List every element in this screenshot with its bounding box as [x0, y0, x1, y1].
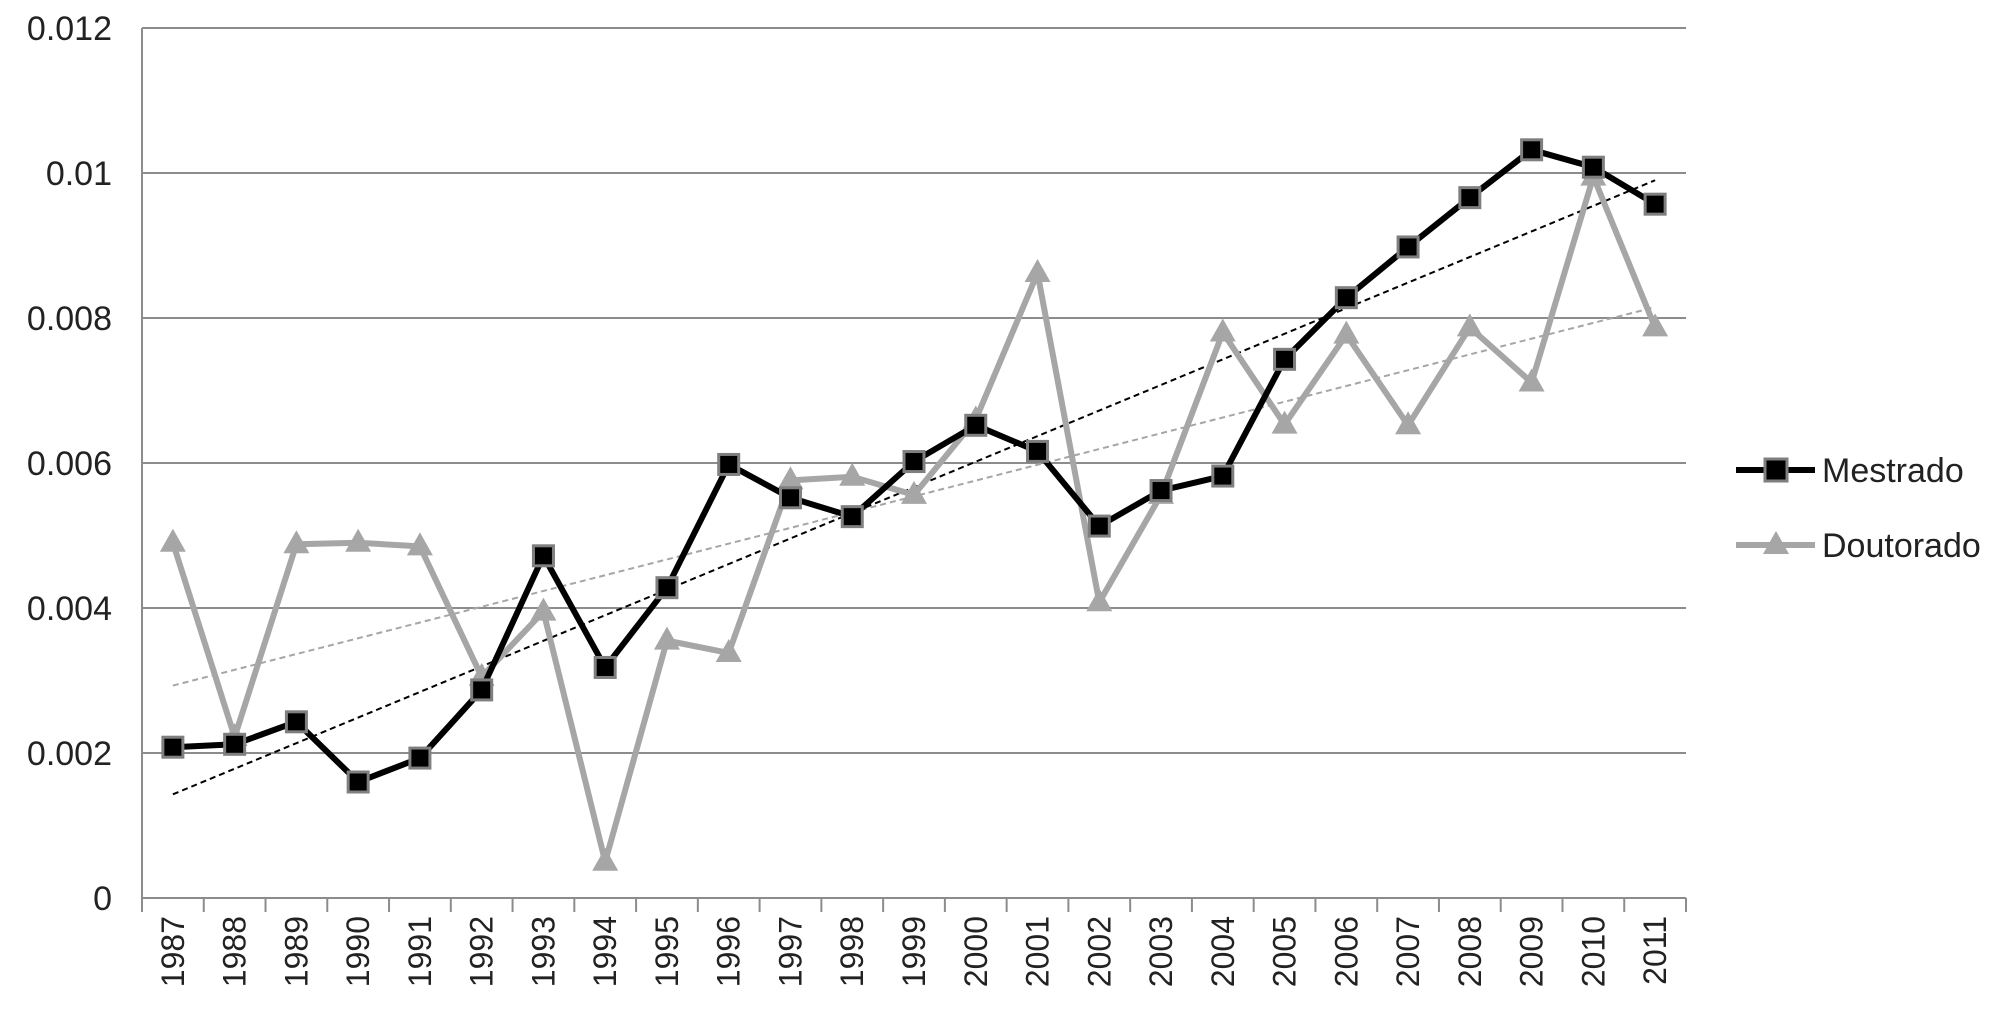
- data-point-doutorado: [406, 532, 433, 556]
- data-point-doutorado: [1333, 320, 1360, 344]
- data-point-doutorado: [715, 638, 742, 662]
- x-tick-label: 2003: [1143, 916, 1179, 987]
- data-point-doutorado: [777, 466, 804, 490]
- data-point-doutorado: [530, 597, 557, 621]
- x-tick-label: 2007: [1390, 916, 1426, 987]
- y-tick-label: 0.004: [27, 590, 112, 628]
- data-point-doutorado: [1642, 313, 1669, 337]
- data-point-doutorado: [1271, 410, 1298, 434]
- x-tick-label: 1995: [649, 916, 685, 987]
- data-point-doutorado: [1456, 313, 1483, 337]
- data-point-doutorado: [901, 480, 927, 504]
- data-point-mestrado: [655, 576, 679, 600]
- data-point-doutorado: [1395, 411, 1422, 435]
- legend-label-doutorado: Doutorado: [1822, 527, 1981, 565]
- data-point-mestrado: [840, 505, 864, 529]
- data-point-mestrado: [284, 710, 308, 734]
- x-tick-label: 1994: [587, 916, 623, 987]
- data-point-doutorado: [1024, 259, 1051, 283]
- legend-marker-mestrado: [1763, 457, 1789, 483]
- data-point-doutorado: [839, 462, 866, 486]
- x-tick-label: 2008: [1452, 916, 1488, 987]
- data-point-mestrado: [531, 544, 555, 568]
- data-point-mestrado: [1520, 138, 1544, 162]
- legend: Mestrado Doutorado: [1736, 452, 1981, 565]
- data-point-mestrado: [161, 735, 185, 759]
- data-point-doutorado: [592, 847, 619, 871]
- x-tick-label: 1999: [896, 916, 932, 987]
- data-point-doutorado: [283, 530, 310, 554]
- data-point-mestrado: [1273, 347, 1297, 371]
- data-point-mestrado: [1149, 479, 1173, 503]
- x-tick-label: 1988: [217, 916, 253, 987]
- x-tick-label: 1998: [834, 916, 870, 987]
- x-tick-label: 2001: [1020, 916, 1056, 987]
- y-tick-label: 0.008: [27, 300, 112, 338]
- data-point-doutorado: [653, 626, 680, 650]
- data-point-doutorado: [1086, 588, 1113, 612]
- x-tick-label: 2005: [1267, 916, 1303, 987]
- data-point-mestrado: [593, 655, 617, 679]
- data-point-mestrado: [1581, 155, 1605, 179]
- series-layer: [159, 138, 1669, 871]
- x-tick-label: 2000: [958, 916, 994, 987]
- data-point-mestrado: [1026, 439, 1050, 463]
- data-point-mestrado: [470, 678, 494, 702]
- x-tick-label: 2011: [1637, 916, 1673, 985]
- x-tick-label: 2010: [1575, 916, 1611, 987]
- legend-marker-doutorado: [1763, 531, 1789, 554]
- data-point-mestrado: [1396, 235, 1420, 259]
- series-line-doutorado: [170, 173, 1658, 865]
- x-tick-label: 1987: [155, 916, 191, 987]
- y-tick-label: 0.006: [27, 445, 112, 483]
- y-tick-label: 0.01: [46, 155, 112, 193]
- data-point-mestrado: [1211, 464, 1235, 488]
- x-tick-label: 1989: [278, 916, 314, 987]
- x-tick-label: 1997: [772, 916, 808, 987]
- data-point-doutorado: [159, 528, 186, 552]
- x-tick-label: 1996: [711, 916, 747, 987]
- x-tick-label: 1991: [402, 916, 438, 987]
- y-tick-label: 0.012: [27, 10, 112, 48]
- data-point-mestrado: [964, 413, 988, 437]
- data-point-doutorado: [345, 528, 372, 552]
- data-point-mestrado: [408, 746, 432, 770]
- axis-layer: 0 0.002 0.004 0.006 0.008 0.01 0.012 1987 1988 19…: [27, 10, 1687, 987]
- x-tick-label: 2009: [1514, 916, 1550, 987]
- x-tick-label: 2002: [1081, 916, 1117, 987]
- data-point-mestrado: [717, 452, 741, 476]
- x-tick-label: 2004: [1205, 916, 1241, 987]
- x-tick-label: 2006: [1328, 916, 1364, 987]
- data-point-mestrado: [1334, 286, 1358, 310]
- data-point-mestrado: [902, 450, 926, 474]
- x-tick-label: 1990: [340, 916, 376, 987]
- data-point-mestrado: [346, 770, 370, 794]
- data-point-mestrado: [1087, 514, 1111, 538]
- data-point-doutorado: [1518, 368, 1545, 392]
- x-tick-label: 1992: [464, 916, 500, 987]
- data-point-doutorado: [1209, 318, 1236, 342]
- data-point-mestrado: [223, 732, 247, 756]
- grid-layer: [142, 27, 1686, 899]
- legend-label-mestrado: Mestrado: [1822, 452, 1964, 490]
- data-point-mestrado: [778, 486, 802, 510]
- data-point-mestrado: [1643, 192, 1667, 216]
- x-tick-label: 1993: [525, 916, 561, 987]
- y-tick-label: 0.002: [27, 735, 112, 773]
- data-point-mestrado: [1458, 186, 1482, 210]
- y-tick-label: 0: [93, 880, 112, 918]
